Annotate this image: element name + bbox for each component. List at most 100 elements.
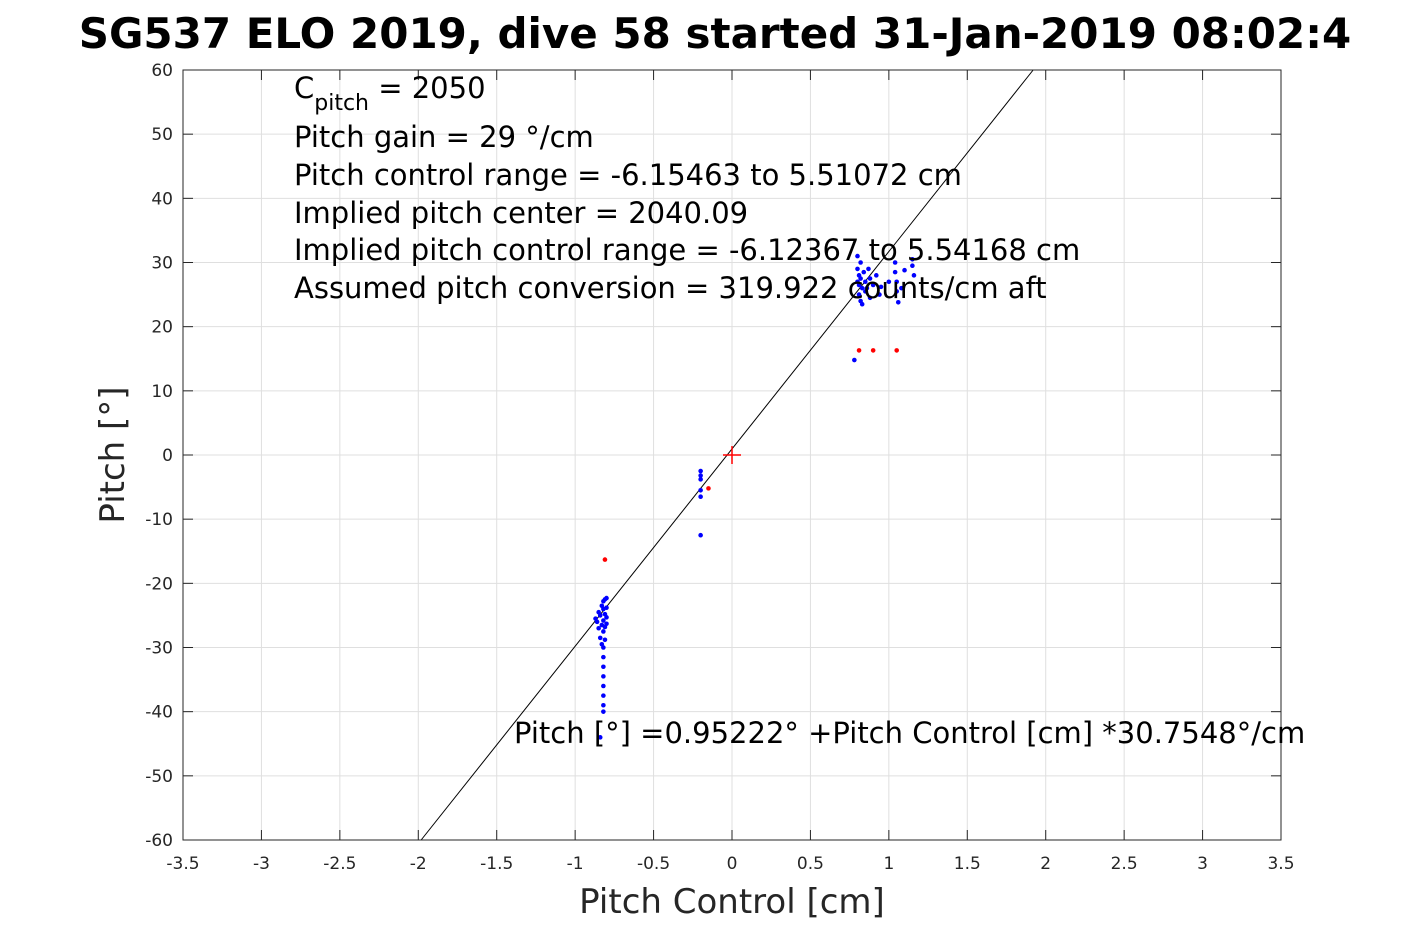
data-point-blue: [874, 273, 879, 278]
chart-title: SG537 ELO 2019, dive 58 started 31-Jan-2…: [79, 9, 1352, 58]
x-tick-label: 3.5: [1267, 854, 1294, 874]
data-point-blue: [698, 473, 703, 478]
x-tick-label: 3: [1197, 854, 1208, 874]
data-point-blue: [602, 637, 608, 643]
center-marker-group: [723, 446, 741, 464]
x-tick-label: -0.5: [637, 854, 670, 874]
data-point-blue: [886, 279, 892, 285]
data-point-blue: [601, 674, 606, 679]
data-point-blue: [604, 605, 609, 611]
data-point-blue: [604, 621, 609, 627]
data-point-blue: [698, 494, 703, 500]
plot-frame: [182, 69, 1282, 841]
data-point-blue: [892, 269, 898, 275]
data-point-red: [602, 557, 608, 562]
c-pitch-annotation: Cpitch = 2050: [294, 71, 486, 116]
y-tick-label: 30: [151, 254, 173, 274]
assumed-pitch-conversion-annotation: Assumed pitch conversion = 319.922 count…: [294, 271, 1047, 305]
data-point-blue: [856, 292, 862, 297]
data-point-blue: [604, 615, 609, 620]
data-point-blue: [895, 299, 901, 305]
x-tick-label: -2: [410, 854, 427, 874]
data-point-blue: [859, 285, 865, 291]
data-point-blue: [601, 645, 606, 650]
data-point-blue: [594, 619, 600, 625]
data-point-blue: [894, 289, 899, 294]
y-tick-label: 10: [151, 382, 173, 402]
data-point-red: [856, 348, 862, 353]
data-point-blue: [867, 295, 873, 301]
pitch-control-range-annotation: Pitch control range = -6.15463 to 5.5107…: [294, 158, 962, 192]
y-tick-label: -10: [145, 510, 173, 530]
data-point-blue: [601, 693, 606, 698]
x-tick-label: 2.5: [1111, 854, 1138, 874]
data-point-blue: [601, 629, 606, 634]
data-point-blue: [910, 256, 915, 262]
x-tick-label: 0: [727, 854, 738, 874]
data-point-blue: [866, 266, 871, 272]
x-tick-label: 1.5: [954, 854, 981, 874]
data-point-blue: [894, 279, 899, 285]
x-tick-label: -1.5: [480, 854, 513, 874]
y-axis-label: Pitch [°]: [93, 386, 133, 523]
y-tick-label: 50: [151, 125, 173, 145]
data-point-blue: [601, 654, 606, 660]
data-point-blue: [597, 735, 603, 740]
x-tick-label: 2: [1040, 854, 1051, 874]
data-point-blue: [902, 267, 907, 273]
data-points: [593, 253, 917, 740]
pitch-gain-annotation: Pitch gain = 29 °/cm: [294, 120, 594, 154]
data-point-blue: [877, 292, 882, 297]
data-point-blue: [852, 357, 857, 363]
fit-equation-annotation: Pitch [°] =0.95222° +Pitch Control [cm] …: [514, 716, 1305, 750]
data-point-blue: [867, 276, 873, 281]
axis-ticks: [182, 69, 1282, 841]
x-tick-label: 1: [883, 854, 894, 874]
data-point-blue: [601, 709, 606, 714]
data-point-red: [870, 348, 876, 353]
data-point-blue: [892, 260, 898, 265]
x-tick-label: 0.5: [797, 854, 824, 874]
y-tick-label: 60: [151, 61, 173, 81]
data-point-blue: [698, 487, 703, 493]
data-point-blue: [870, 282, 876, 288]
x-tick-label: -2.5: [323, 854, 356, 874]
data-point-blue: [698, 477, 703, 482]
data-point-red: [706, 486, 711, 491]
y-tick-label: 40: [151, 189, 173, 209]
data-point-blue: [601, 664, 606, 670]
data-point-blue: [597, 613, 603, 618]
y-tick-label: 20: [151, 318, 173, 338]
x-axis-label: Pitch Control [cm]: [579, 882, 885, 922]
y-tick-label: -20: [145, 574, 173, 594]
data-point-blue: [596, 625, 601, 631]
c-pitch-subscript: pitch: [314, 91, 369, 116]
data-point-blue: [604, 595, 609, 601]
data-point-blue: [864, 285, 870, 291]
y-tick-label: 0: [162, 446, 173, 466]
y-tick-label: -60: [145, 831, 173, 851]
data-point-blue: [858, 260, 863, 265]
y-tick-label: -40: [145, 703, 173, 723]
data-point-blue: [855, 253, 860, 259]
implied-pitch-center-annotation: Implied pitch center = 2040.09: [294, 196, 748, 230]
x-tick-label: -3: [253, 854, 270, 874]
c-pitch-value: = 2050: [369, 71, 486, 105]
data-point-blue: [597, 635, 603, 641]
y-tick-label: -50: [145, 767, 173, 787]
data-point-blue: [899, 285, 904, 291]
data-point-blue: [911, 273, 917, 278]
data-point-blue: [863, 279, 868, 285]
data-point-red: [894, 348, 899, 353]
data-point-blue: [859, 301, 865, 307]
data-point-blue: [858, 276, 863, 281]
data-point-blue: [878, 284, 884, 290]
data-point-blue: [698, 468, 703, 474]
x-tick-label: -1: [567, 854, 584, 874]
data-point-blue: [910, 263, 915, 269]
data-point-blue: [861, 269, 867, 275]
tick-labels: -3.5 -3 -2.5 -2 -1.5 -1 -0.5 0 0.5 1 1.5 2 2.5 3 3.5 -6…: [145, 61, 1294, 874]
implied-pitch-control-range-annotation: Implied pitch control range = -6.12367 t…: [294, 233, 1080, 267]
data-point-blue: [601, 702, 606, 708]
